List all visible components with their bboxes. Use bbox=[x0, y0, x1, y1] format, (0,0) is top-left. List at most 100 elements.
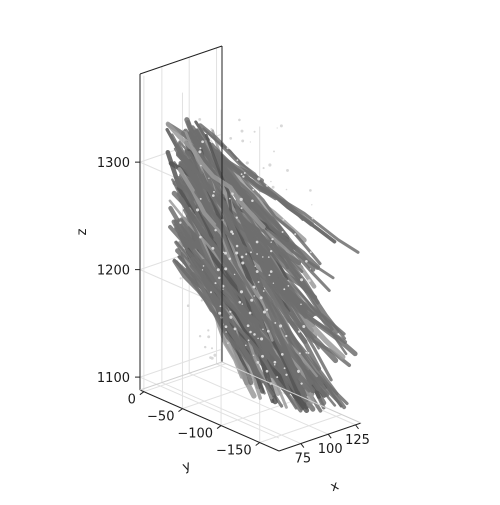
x-tick-label: 75 bbox=[295, 452, 312, 467]
data-point bbox=[199, 147, 202, 150]
frame-edge bbox=[278, 422, 362, 452]
y-axis-label: y bbox=[181, 458, 194, 475]
data-point bbox=[253, 333, 256, 336]
data-point bbox=[243, 172, 246, 174]
data-point bbox=[273, 150, 275, 153]
data-point bbox=[230, 230, 234, 234]
data-point bbox=[231, 232, 235, 235]
data-point bbox=[286, 168, 289, 172]
data-point bbox=[271, 185, 275, 189]
data-point bbox=[309, 268, 312, 270]
data-point bbox=[246, 324, 250, 328]
data-point bbox=[229, 310, 232, 313]
data-fibre bbox=[197, 123, 315, 227]
data-fibre bbox=[165, 121, 266, 230]
data-fibre bbox=[190, 280, 275, 397]
data-point bbox=[272, 282, 275, 284]
z-tick-label: 1100 bbox=[97, 371, 130, 386]
data-point bbox=[309, 251, 312, 254]
data-point bbox=[274, 321, 277, 324]
data-point bbox=[213, 353, 217, 357]
data-point bbox=[261, 354, 264, 358]
data-point bbox=[209, 139, 213, 143]
data-point bbox=[307, 279, 311, 283]
data-point bbox=[239, 290, 244, 294]
data-point bbox=[252, 188, 255, 191]
data-point bbox=[247, 339, 250, 342]
data-point bbox=[245, 161, 249, 165]
data-point bbox=[257, 177, 261, 181]
data-fibre bbox=[194, 189, 308, 344]
data-point bbox=[211, 194, 215, 197]
y-tick bbox=[139, 391, 145, 396]
data-point bbox=[255, 240, 259, 244]
data-point bbox=[218, 311, 222, 315]
grid-line-y bbox=[220, 397, 304, 427]
data-point bbox=[283, 367, 286, 370]
data-point bbox=[199, 235, 202, 239]
data-point bbox=[252, 354, 255, 357]
data-point bbox=[236, 159, 239, 162]
data-point bbox=[262, 310, 266, 314]
data-point bbox=[240, 255, 244, 259]
x-tick-label: 100 bbox=[318, 442, 343, 457]
data-point bbox=[202, 265, 205, 267]
data-point bbox=[267, 256, 270, 258]
data-point bbox=[207, 335, 211, 339]
z-tick-label: 1200 bbox=[97, 264, 130, 279]
data-point bbox=[200, 299, 204, 302]
data-point bbox=[262, 290, 265, 292]
data-point bbox=[198, 117, 202, 121]
data-point bbox=[283, 288, 286, 291]
data-point bbox=[257, 281, 260, 283]
data-point bbox=[250, 298, 254, 302]
data-point bbox=[241, 261, 245, 265]
data-point bbox=[248, 311, 252, 315]
data-point bbox=[241, 303, 244, 305]
data-point bbox=[233, 327, 237, 331]
y-tick-label: −150 bbox=[216, 444, 252, 459]
data-point bbox=[233, 273, 236, 276]
data-point bbox=[235, 244, 239, 248]
data-point bbox=[222, 288, 224, 291]
data-point bbox=[253, 295, 255, 297]
data-point bbox=[224, 325, 228, 329]
data-point bbox=[254, 265, 256, 267]
z-tick-label: 1300 bbox=[97, 156, 130, 171]
data-point bbox=[262, 256, 264, 258]
data-point bbox=[311, 217, 314, 220]
data-point bbox=[297, 330, 301, 333]
data-point bbox=[249, 141, 252, 143]
data-point bbox=[229, 137, 233, 140]
data-point bbox=[270, 249, 273, 253]
data-point bbox=[297, 371, 300, 373]
data-point bbox=[257, 337, 259, 340]
data-point bbox=[209, 291, 213, 294]
grid-line-x bbox=[188, 372, 329, 435]
x-tick bbox=[355, 424, 359, 430]
data-point bbox=[219, 305, 222, 308]
data-point bbox=[255, 270, 259, 273]
data-fibre bbox=[197, 225, 321, 392]
data-fibre bbox=[182, 208, 268, 361]
data-fibre bbox=[195, 128, 334, 331]
data-point bbox=[309, 189, 312, 192]
data-point bbox=[228, 257, 232, 261]
data-point bbox=[203, 345, 207, 349]
data-point bbox=[300, 382, 303, 385]
data-point bbox=[213, 190, 215, 193]
data-point bbox=[195, 208, 200, 212]
data-point bbox=[199, 197, 202, 200]
data-point bbox=[270, 241, 272, 243]
data-point bbox=[210, 347, 214, 350]
x-tick bbox=[300, 443, 305, 448]
data-point bbox=[298, 352, 301, 355]
data-point bbox=[210, 127, 213, 131]
data-point bbox=[276, 127, 278, 129]
data-point bbox=[280, 353, 284, 356]
data-point bbox=[222, 141, 224, 144]
data-point bbox=[224, 267, 228, 271]
data-point bbox=[201, 269, 204, 271]
data-point bbox=[266, 329, 270, 333]
